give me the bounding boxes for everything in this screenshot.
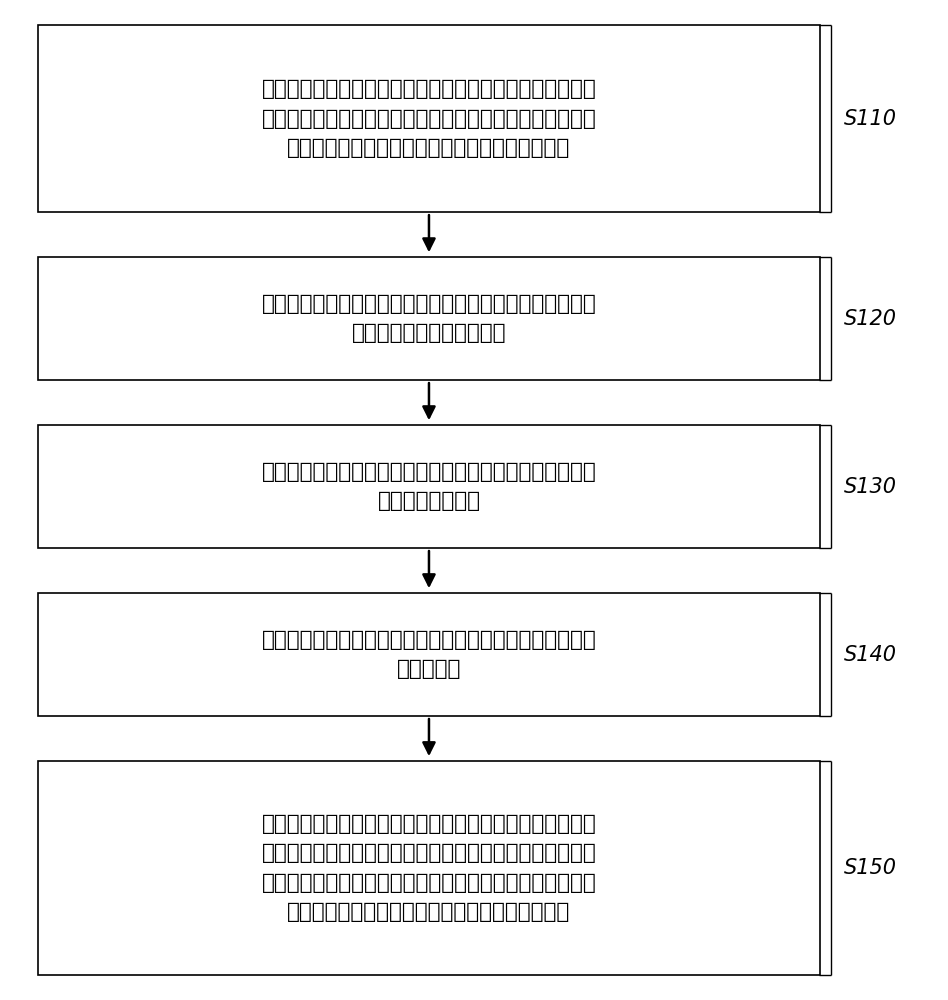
Text: 基于所述初步的四阵元立体阵列分时计算其他三个阵元相对
于所述第一阵元的相位差。: 基于所述初步的四阵元立体阵列分时计算其他三个阵元相对 于所述第一阵元的相位差。	[262, 294, 596, 343]
Text: S150: S150	[844, 858, 897, 878]
Text: S120: S120	[844, 309, 897, 329]
Text: 选取若干不同旋转角度的第四阵元，根据所述测向误差分别
计算待测波方向在期望俯仰角区域的测向精度，将计算得到
的最高测向精度对应的旋转角度确定为最佳旋转角度，并根: 选取若干不同旋转角度的第四阵元，根据所述测向误差分别 计算待测波方向在期望俯仰角…	[262, 814, 596, 922]
Bar	[38, 425, 820, 548]
Text: S130: S130	[844, 477, 897, 497]
Bar	[38, 257, 820, 380]
Text: 根据计算得到的所述其他三个阵元相对于所述第一阵元的相
位差构建测向模型: 根据计算得到的所述其他三个阵元相对于所述第一阵元的相 位差构建测向模型	[262, 462, 596, 511]
Bar	[38, 593, 820, 716]
Text: S110: S110	[844, 109, 897, 129]
Bar	[38, 761, 820, 975]
Bar	[38, 25, 820, 212]
Text: S140: S140	[844, 645, 897, 665]
Text: 利用所述测向模型计算待测波方向的估计值与实际值之间的
测向误差。: 利用所述测向模型计算待测波方向的估计值与实际值之间的 测向误差。	[262, 630, 596, 679]
Text: 将传统三阵元平面阵所在的三维直角坐标系任意旋转一角度
，添加一个非共面的第四阵元，构建初步的四阵元立体阵列
，其中，第一阵元为所述三维直角坐标系的原点。: 将传统三阵元平面阵所在的三维直角坐标系任意旋转一角度 ，添加一个非共面的第四阵元…	[262, 79, 596, 158]
